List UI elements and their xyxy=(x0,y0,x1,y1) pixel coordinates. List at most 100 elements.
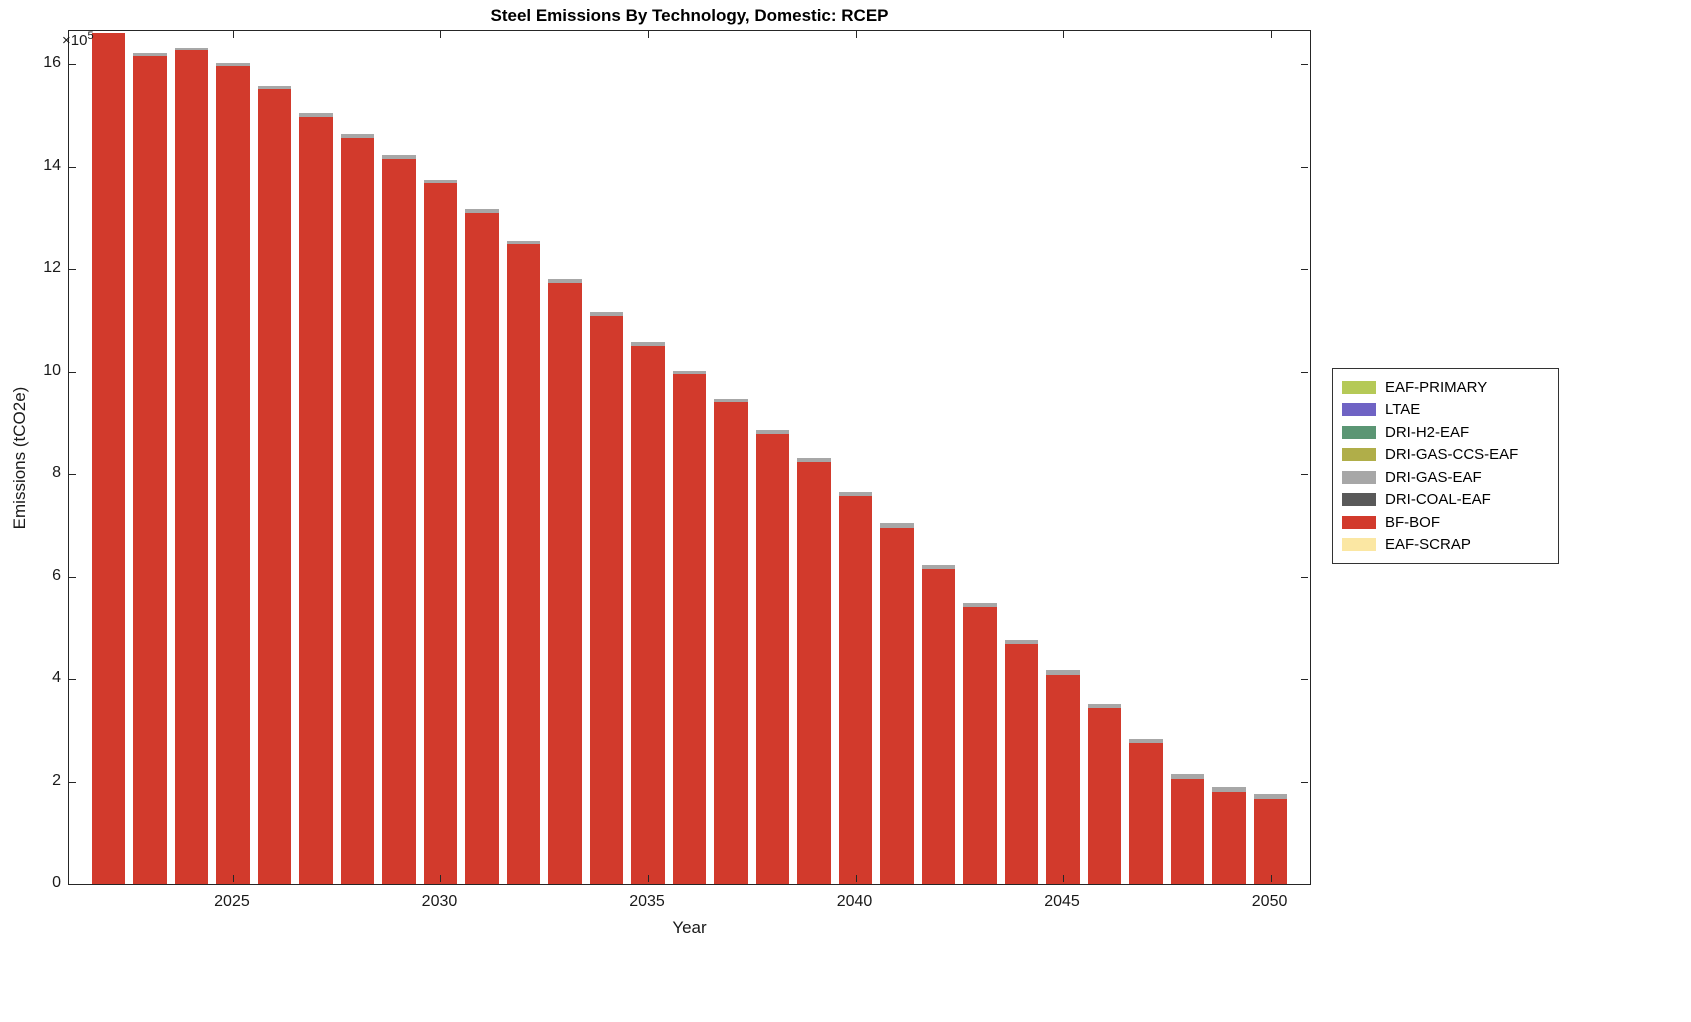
bar-segment-dri-gas-eaf xyxy=(921,564,956,570)
bar-segment-dri-gas-eaf xyxy=(755,429,790,434)
bar-segment-bf-bof xyxy=(838,496,873,884)
bar-segment-dri-gas-eaf xyxy=(174,47,209,51)
bar-segment-dri-gas-eaf xyxy=(589,312,624,316)
bar-segment-dri-gas-eaf xyxy=(880,523,914,528)
x-axis-label: Year xyxy=(672,918,707,937)
axis-tick xyxy=(1301,679,1308,681)
bar-segment-dri-gas-eaf xyxy=(631,341,665,346)
y-tick-label: 6 xyxy=(52,566,61,584)
legend-color-patch xyxy=(1342,403,1376,417)
bar-segment-bf-bof xyxy=(506,244,541,884)
y-tick-label: 0 xyxy=(52,874,61,891)
axis-tick xyxy=(69,576,76,578)
axis-tick xyxy=(440,875,442,882)
legend-row: DRI-GAS-EAF xyxy=(1342,466,1549,489)
y-tick-label: 12 xyxy=(43,259,61,277)
y-tick-label: 10 xyxy=(43,361,61,379)
bar-segment-bf-bof xyxy=(1046,674,1080,884)
axis-tick xyxy=(1301,166,1308,168)
bar-segment-bf-bof xyxy=(216,65,250,884)
legend-label: DRI-H2-EAF xyxy=(1385,423,1470,441)
axis-tick xyxy=(855,31,857,38)
bar-segment-bf-bof xyxy=(1129,743,1163,884)
plot-area xyxy=(68,30,1311,885)
bar-segment-bf-bof xyxy=(631,345,665,884)
bar-segment-bf-bof xyxy=(797,462,831,884)
axis-tick xyxy=(1301,576,1308,578)
bar-segment-bf-bof xyxy=(880,527,914,884)
axis-tick xyxy=(69,269,76,271)
legend-color-patch xyxy=(1342,470,1376,484)
legend-label: EAF-PRIMARY xyxy=(1385,378,1488,396)
axis-tick xyxy=(647,31,649,38)
legend-row: EAF-PRIMARY xyxy=(1342,376,1549,399)
axis-tick xyxy=(855,875,857,882)
bar-segment-bf-bof xyxy=(91,32,126,884)
bar-segment-bf-bof xyxy=(465,212,499,884)
bar-segment-bf-bof xyxy=(299,116,333,884)
axis-tick xyxy=(69,679,76,681)
bar-segment-bf-bof xyxy=(589,315,624,884)
axis-tick xyxy=(232,875,234,882)
legend-row: EAF-SCRAP xyxy=(1342,534,1549,557)
x-tick-label: 2045 xyxy=(1044,893,1080,910)
bar-segment-dri-gas-eaf xyxy=(1129,738,1163,744)
y-axis-label: Emissions (tCO2e) xyxy=(10,386,29,530)
legend-color-patch xyxy=(1342,380,1376,394)
bar-segment-bf-bof xyxy=(1004,644,1039,884)
axis-tick xyxy=(69,474,76,476)
x-tick-label: 2025 xyxy=(214,893,250,910)
bar-segment-bf-bof xyxy=(257,89,292,884)
bar-segment-bf-bof xyxy=(1170,779,1205,884)
axis-tick xyxy=(232,31,234,38)
axis-tick xyxy=(69,884,76,885)
y-tick-label: 14 xyxy=(43,156,61,174)
bar-segment-dri-gas-eaf xyxy=(257,85,292,90)
axis-tick xyxy=(1063,31,1065,38)
bar-segment-bf-bof xyxy=(672,374,707,884)
bar-segment-bf-bof xyxy=(133,55,167,884)
axis-tick xyxy=(1270,31,1272,38)
y-tick-label: 16 xyxy=(43,54,61,72)
legend-label: DRI-COAL-EAF xyxy=(1385,491,1491,509)
legend-row: LTAE xyxy=(1342,399,1549,422)
legend-row: DRI-H2-EAF xyxy=(1342,421,1549,444)
bar-segment-dri-gas-eaf xyxy=(1004,639,1039,645)
bar-segment-bf-bof xyxy=(1212,791,1246,884)
legend-label: DRI-GAS-EAF xyxy=(1385,468,1482,486)
bar-segment-dri-gas-eaf xyxy=(1087,703,1122,709)
bar-segment-bf-bof xyxy=(174,50,209,884)
bar-segment-dri-gas-eaf xyxy=(299,112,333,117)
bar-segment-dri-gas-eaf xyxy=(423,179,458,184)
legend-color-patch xyxy=(1342,493,1376,507)
bar-segment-dri-gas-eaf xyxy=(216,63,250,66)
axis-tick xyxy=(1301,884,1308,885)
axis-tick xyxy=(647,875,649,882)
bar-segment-dri-gas-eaf xyxy=(838,492,873,497)
x-tick-label: 2050 xyxy=(1251,893,1288,910)
legend-color-patch xyxy=(1342,425,1376,439)
bar-segment-bf-bof xyxy=(1087,708,1122,884)
exponent-prefix: ×10 xyxy=(62,32,88,49)
y-tick-label: 8 xyxy=(52,464,61,482)
x-tick-label: 2040 xyxy=(836,893,873,910)
x-tick-label: 2030 xyxy=(421,893,458,910)
x-tick-label: 2035 xyxy=(629,893,665,910)
bar-segment-dri-gas-eaf xyxy=(714,398,748,403)
bar-segment-dri-gas-eaf xyxy=(465,209,499,213)
bar-segment-dri-gas-eaf xyxy=(340,134,375,139)
bar-segment-dri-gas-eaf xyxy=(506,240,541,245)
bar-segment-bf-bof xyxy=(963,607,997,884)
axis-tick xyxy=(1270,875,1272,882)
bar-segment-dri-gas-eaf xyxy=(963,602,997,608)
bar-segment-bf-bof xyxy=(548,283,582,884)
axis-tick xyxy=(69,781,76,783)
exponent-value: 5 xyxy=(87,30,94,42)
axis-tick xyxy=(1063,875,1065,882)
axis-tick xyxy=(1301,64,1308,66)
bar-segment-dri-gas-eaf xyxy=(382,155,416,160)
legend-row: DRI-GAS-CCS-EAF xyxy=(1342,444,1549,467)
y-tick-label: 2 xyxy=(52,771,61,789)
bar-segment-bf-bof xyxy=(340,138,375,884)
